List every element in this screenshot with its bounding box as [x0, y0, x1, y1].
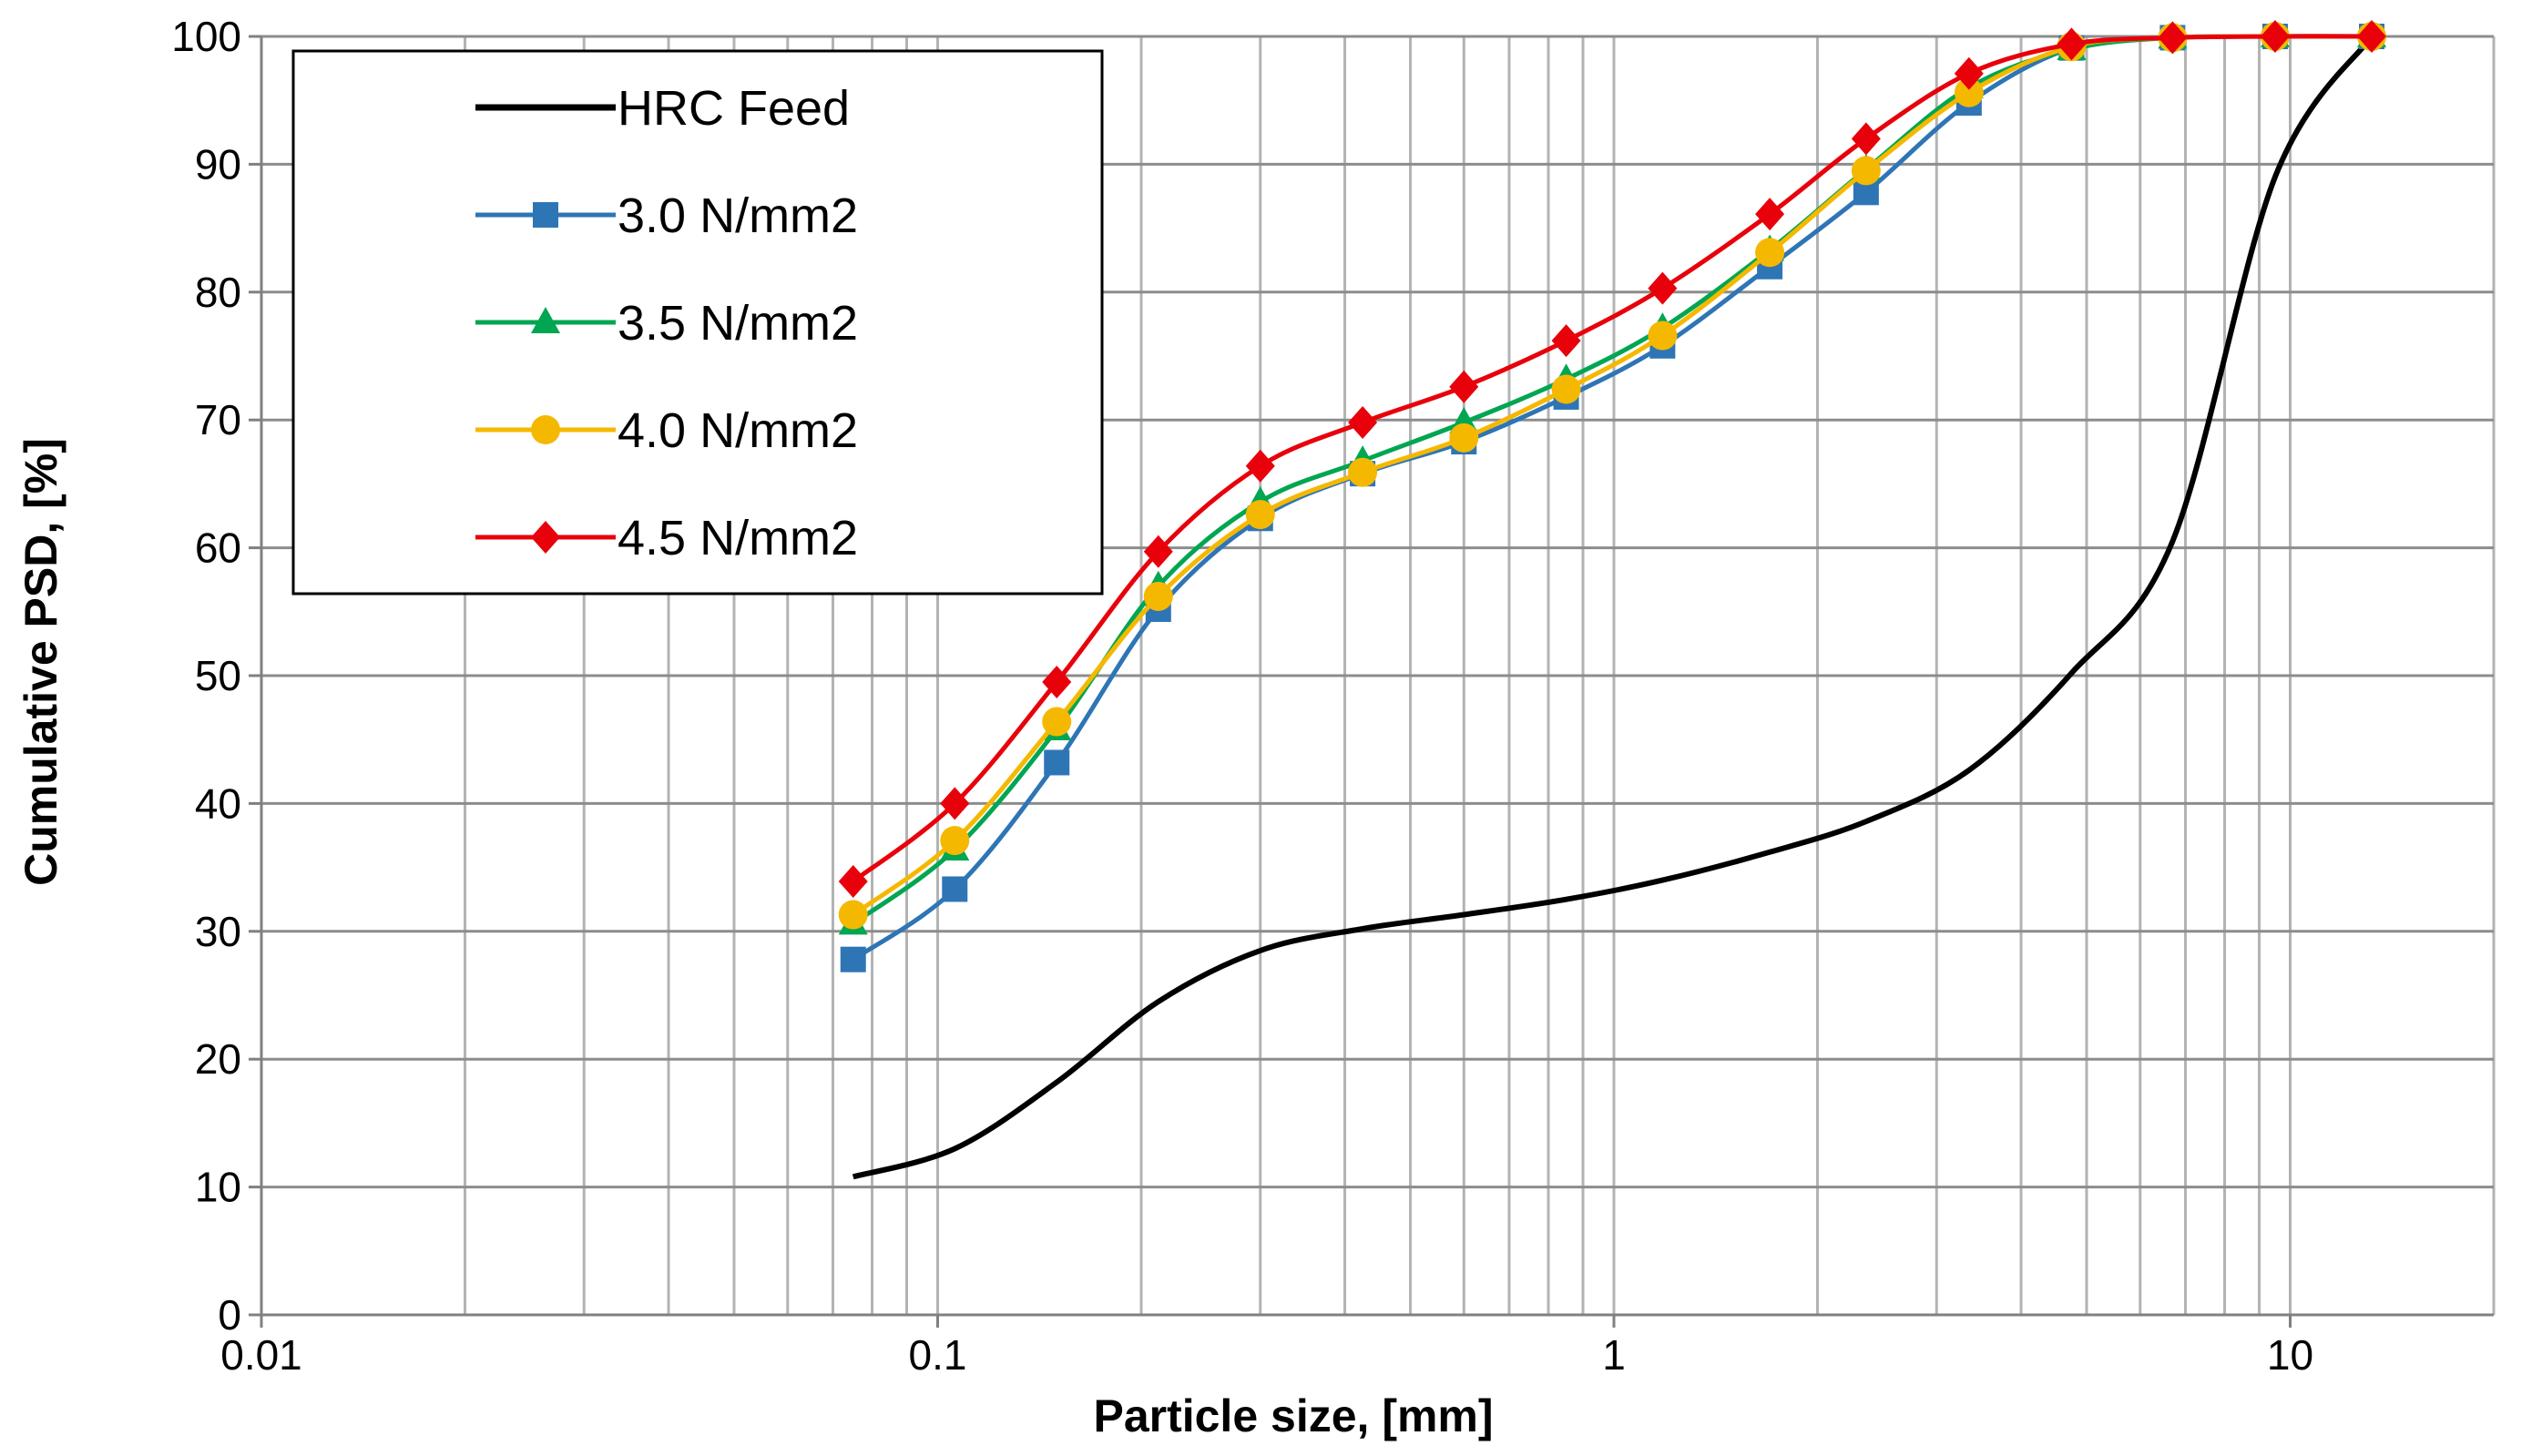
plot-axes — [249, 35, 2494, 1328]
data-point-4-0-n-mm2 — [838, 900, 868, 930]
data-point-4-0-n-mm2 — [1954, 77, 1984, 107]
y-tick-label: 50 — [195, 652, 241, 699]
data-point-4-0-n-mm2 — [1348, 457, 1378, 487]
data-point-4-5-n-mm2 — [1449, 370, 1479, 403]
legend-marker — [533, 202, 558, 228]
legend-marker — [531, 415, 560, 444]
data-point-4-0-n-mm2 — [1648, 321, 1678, 351]
y-axis-title: Cumulative PSD, [%] — [15, 438, 66, 886]
legend-item-4-0-n-mm2: 4.0 N/mm2 — [475, 403, 858, 458]
y-tick-label: 0 — [218, 1291, 241, 1339]
series-line-4-5-n-mm2 — [852, 34, 2373, 883]
data-point-4-0-n-mm2 — [1851, 156, 1881, 186]
tick-labels: 0 10 20 30 40 50 60 70 80 90 100 0.01 0.1 1 10 — [171, 13, 2313, 1379]
data-point-4-5-n-mm2 — [1755, 198, 1785, 231]
data-point-3-0-n-mm2 — [942, 876, 968, 902]
legend-marker — [531, 521, 560, 554]
legend-label: 4.5 N/mm2 — [618, 511, 858, 565]
data-series — [838, 20, 2387, 1180]
series-line-hrc-feed — [852, 35, 2374, 1180]
y-tick-label: 10 — [195, 1164, 241, 1211]
legend-label: 4.0 N/mm2 — [618, 403, 858, 458]
data-point-4-0-n-mm2 — [1755, 238, 1785, 268]
x-tick-label: 0.1 — [909, 1331, 967, 1379]
y-tick-label: 60 — [195, 524, 241, 572]
legend-item-4-5-n-mm2: 4.5 N/mm2 — [475, 511, 858, 565]
y-tick-label: 90 — [195, 140, 241, 188]
data-point-4-5-n-mm2 — [1042, 666, 1072, 699]
data-point-3-0-n-mm2 — [840, 946, 866, 972]
data-point-4-5-n-mm2 — [838, 865, 868, 899]
y-tick-label: 40 — [195, 779, 241, 827]
data-point-4-0-n-mm2 — [1551, 374, 1581, 404]
data-point-4-5-n-mm2 — [1851, 122, 1881, 156]
legend-item-3-0-n-mm2: 3.0 N/mm2 — [475, 188, 858, 243]
x-tick-label: 1 — [1602, 1331, 1626, 1379]
legend-label: 3.5 N/mm2 — [618, 296, 858, 351]
x-axis-title: Particle size, [mm] — [1093, 1390, 1493, 1441]
legend: HRC Feed 3.0 N/mm2 3.5 N/mm2 4.0 N/mm2 4.5 N… — [291, 49, 1104, 596]
data-point-4-0-n-mm2 — [1449, 423, 1479, 453]
data-point-4-5-n-mm2 — [1143, 535, 1173, 568]
legend-box — [291, 49, 1104, 596]
series-hrc-feed — [852, 35, 2374, 1180]
data-point-4-5-n-mm2 — [2057, 27, 2087, 61]
data-point-4-5-n-mm2 — [1954, 56, 1984, 90]
data-point-4-0-n-mm2 — [1042, 707, 1072, 737]
data-point-4-5-n-mm2 — [2158, 21, 2188, 55]
data-point-4-0-n-mm2 — [1143, 581, 1173, 611]
data-point-4-5-n-mm2 — [940, 787, 970, 820]
data-point-4-0-n-mm2 — [1245, 500, 1275, 530]
data-point-4-5-n-mm2 — [2357, 20, 2387, 53]
data-point-4-0-n-mm2 — [940, 826, 970, 856]
data-point-4-5-n-mm2 — [2260, 20, 2290, 53]
y-tick-label: 100 — [171, 13, 241, 60]
legend-item-hrc-feed: HRC Feed — [475, 81, 850, 136]
x-tick-label: 0.01 — [220, 1331, 302, 1379]
legend-marker — [531, 307, 560, 333]
data-point-4-5-n-mm2 — [1648, 271, 1678, 305]
y-tick-label: 20 — [195, 1035, 241, 1083]
y-tick-label: 70 — [195, 396, 241, 443]
legend-item-3-5-n-mm2: 3.5 N/mm2 — [475, 296, 858, 351]
x-tick-label: 10 — [2267, 1331, 2313, 1379]
legend-label: 3.0 N/mm2 — [618, 188, 858, 243]
data-point-4-5-n-mm2 — [1551, 324, 1581, 358]
y-tick-label: 30 — [195, 908, 241, 955]
y-tick-label: 80 — [195, 269, 241, 316]
data-point-4-5-n-mm2 — [1348, 406, 1378, 440]
series-4-5-n-mm2 — [838, 20, 2387, 899]
legend-label: HRC Feed — [618, 81, 850, 136]
data-point-4-5-n-mm2 — [1245, 449, 1275, 483]
data-point-3-0-n-mm2 — [1044, 749, 1070, 776]
